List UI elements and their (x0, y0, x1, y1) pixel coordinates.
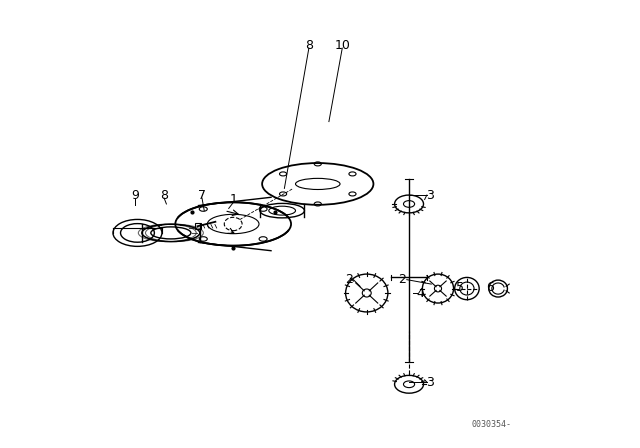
Text: 3: 3 (426, 189, 435, 202)
Text: 7: 7 (198, 189, 206, 202)
Text: 6: 6 (486, 281, 495, 294)
Text: 8: 8 (305, 39, 313, 52)
Text: 3: 3 (426, 375, 435, 388)
Text: 2: 2 (345, 273, 353, 286)
Text: 5: 5 (456, 281, 464, 294)
Text: 1: 1 (229, 193, 237, 206)
Text: 8: 8 (160, 189, 168, 202)
Text: 9: 9 (131, 189, 139, 202)
Text: 2: 2 (399, 273, 406, 286)
Text: 10: 10 (334, 39, 350, 52)
Text: 0030354-: 0030354- (472, 420, 511, 429)
Text: 4: 4 (416, 287, 424, 300)
